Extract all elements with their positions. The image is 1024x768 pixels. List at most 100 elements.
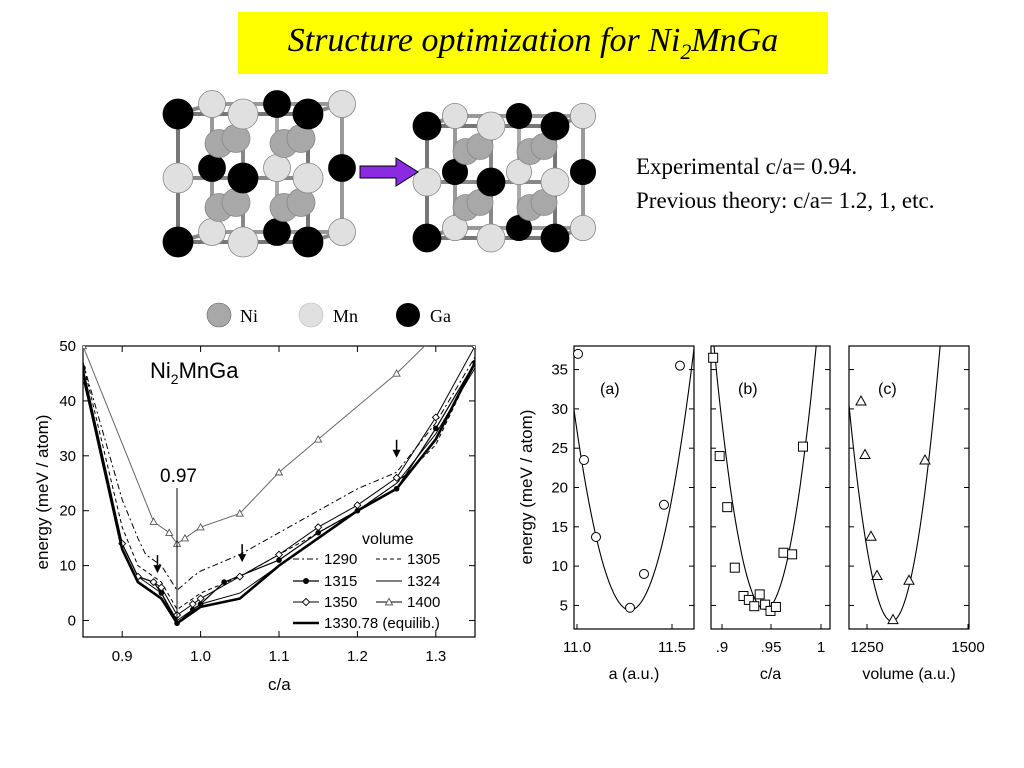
data-point xyxy=(871,569,883,581)
data-point xyxy=(315,529,322,536)
data-point xyxy=(903,574,915,585)
data-point xyxy=(431,413,440,422)
note-experimental: Experimental c/a= 0.94. xyxy=(636,154,858,179)
data-point xyxy=(149,517,158,525)
data-point xyxy=(675,360,685,371)
data-point xyxy=(274,467,284,476)
series-1330.78 xyxy=(83,361,475,626)
x-tick-label: 1 xyxy=(817,639,825,656)
mn-label: Mn xyxy=(333,306,358,326)
series-1324 xyxy=(83,367,475,622)
ga-label: Ga xyxy=(430,306,451,326)
y-tick-label: 15 xyxy=(551,519,568,536)
x-tick-label: 1.1 xyxy=(269,648,290,665)
y-tick-label: 20 xyxy=(59,503,76,520)
data-point xyxy=(919,453,931,465)
data-point xyxy=(196,522,205,531)
series-1290 xyxy=(83,356,475,592)
ni-swatch xyxy=(206,302,232,328)
data-point xyxy=(797,441,808,452)
data-point xyxy=(722,502,733,513)
data-point xyxy=(157,583,166,592)
x-tick-label: 1250 xyxy=(850,639,883,656)
ni-label: Ni xyxy=(240,306,258,326)
down-arrow-head xyxy=(392,449,401,458)
data-point xyxy=(591,532,601,543)
y-tick-label: 20 xyxy=(551,480,568,497)
x-axis-label: volume (a.u.) xyxy=(862,666,955,683)
legend-title: volume xyxy=(362,531,414,548)
x-axis-label: c/a xyxy=(268,675,291,694)
legend-label: 1305 xyxy=(407,551,440,568)
series-1400 xyxy=(83,346,426,547)
data-point xyxy=(855,394,867,406)
data-point xyxy=(749,601,760,612)
data-point xyxy=(573,348,583,359)
x-tick-label: 1.3 xyxy=(425,648,446,665)
down-arrow-head xyxy=(153,565,162,574)
mn-swatch xyxy=(298,302,324,328)
panel-b: .9 .95 1 c/a (b) xyxy=(708,345,831,683)
y-axis-label: energy (meV / atom) xyxy=(33,415,52,570)
x-axis-label: c/a xyxy=(760,666,781,683)
data-point xyxy=(274,550,284,559)
data-point xyxy=(235,572,244,581)
data-point xyxy=(314,523,323,532)
y-tick-label: 35 xyxy=(551,362,568,379)
series-line xyxy=(83,367,475,622)
x-tick-label: .95 xyxy=(761,639,782,656)
x-axis-label: a (a.u.) xyxy=(609,666,660,683)
data-point xyxy=(579,454,589,465)
data-point xyxy=(392,473,401,482)
x-tick-label: 0.9 xyxy=(112,648,133,665)
data-point xyxy=(743,594,754,605)
data-point xyxy=(83,346,88,350)
y-tick-label: 30 xyxy=(59,448,76,465)
down-arrow-head xyxy=(238,554,247,563)
axis-ticks: 0.9 1.0 1.1 1.2 1.3 0 10 20 30 40 50 xyxy=(59,338,475,665)
y-tick-label: 10 xyxy=(59,558,76,575)
panel-label: (b) xyxy=(738,381,758,398)
tetragonal-structure-image xyxy=(412,103,597,253)
data-point xyxy=(708,352,719,363)
fit-curve xyxy=(713,346,817,610)
ca-097-label: 0.97 xyxy=(160,466,197,487)
data-point xyxy=(165,528,174,536)
data-point xyxy=(221,579,227,585)
legend-label: 1330.78 (equilib.) xyxy=(324,615,440,632)
panel-label: (a) xyxy=(600,381,620,398)
legend-marker xyxy=(301,597,311,607)
data-point xyxy=(470,346,475,351)
panel-label: (c) xyxy=(878,381,897,398)
notes: Experimental c/a= 0.94. Previous theory:… xyxy=(636,150,934,218)
data-point xyxy=(639,568,649,579)
data-point xyxy=(235,509,244,517)
data-point xyxy=(314,435,323,443)
data-point xyxy=(188,600,197,609)
data-point xyxy=(433,425,439,432)
data-point xyxy=(729,562,740,573)
y-tick-label: 5 xyxy=(560,597,568,614)
panel-frame xyxy=(573,345,695,630)
legend-label: 1350 xyxy=(324,594,357,611)
cubic-structure-image xyxy=(162,90,356,258)
series-group xyxy=(83,346,475,627)
right-y-axis-label: energy (meV / atom) xyxy=(517,410,536,565)
series-line xyxy=(83,361,475,626)
x-tick-label: 1500 xyxy=(951,639,984,656)
x-tick-label: 1.2 xyxy=(347,648,368,665)
data-point xyxy=(787,549,798,560)
chart-title: Ni2MnGa xyxy=(150,358,239,387)
x-tick-label: 11.5 xyxy=(658,639,686,656)
y-tick-label: 0 xyxy=(68,613,76,630)
note-previous-theory: Previous theory: c/a= 1.2, 1, etc. xyxy=(636,188,935,213)
series-1305 xyxy=(83,362,475,611)
y-tick-label: 40 xyxy=(59,393,76,410)
fit-curve xyxy=(574,348,694,611)
annotations: 0.97 xyxy=(153,439,401,622)
data-point xyxy=(276,557,282,563)
data-point xyxy=(760,599,771,610)
legend-label: 1400 xyxy=(407,594,440,611)
legend-marker xyxy=(384,597,394,606)
